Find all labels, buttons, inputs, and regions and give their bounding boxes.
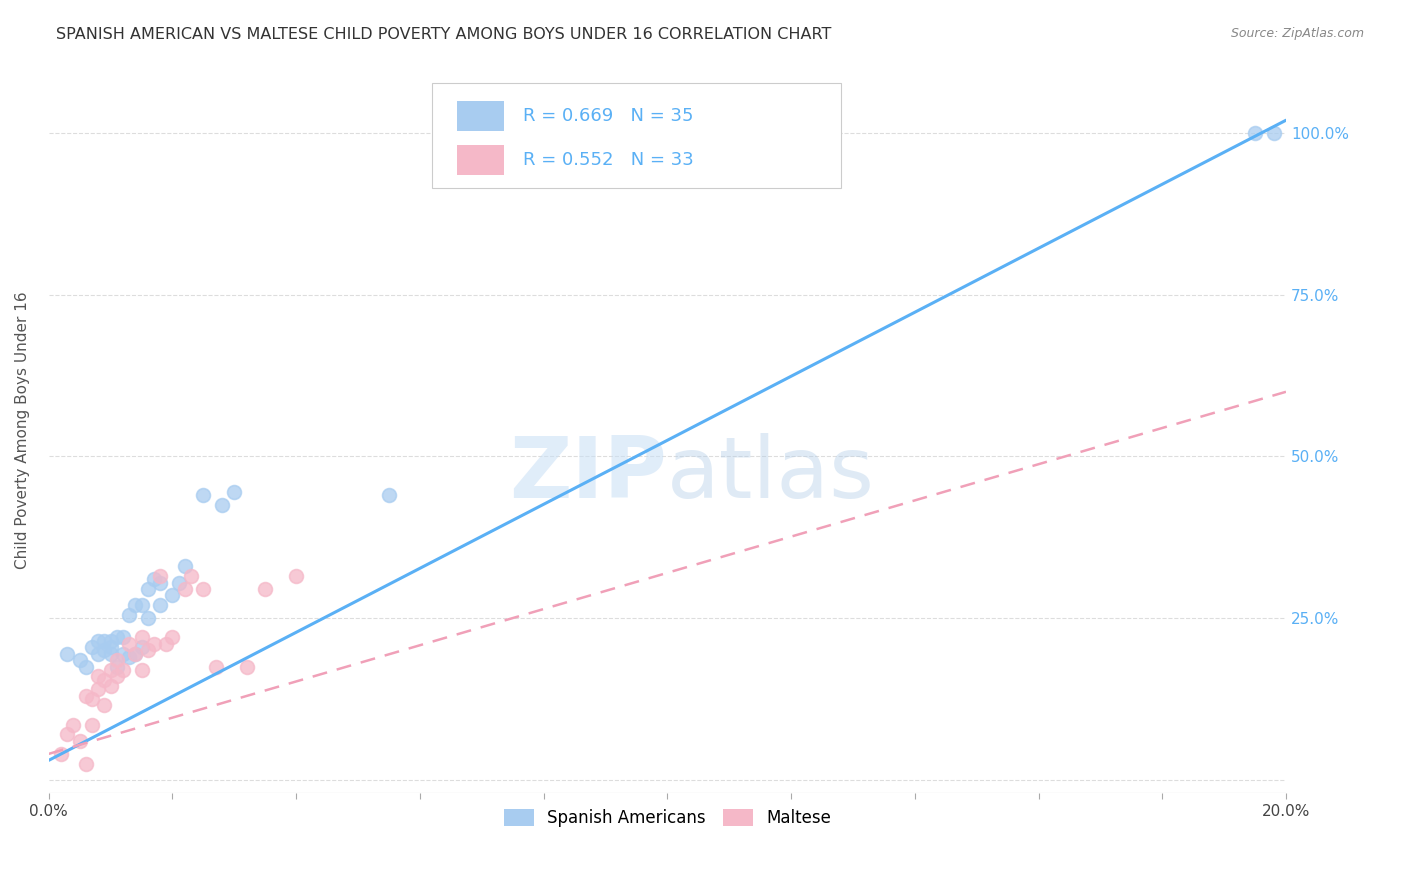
Point	[136, 643, 159, 657]
FancyBboxPatch shape	[457, 101, 503, 131]
Y-axis label: Child Poverty Among Boys Under 16: Child Poverty Among Boys Under 16	[15, 292, 30, 569]
Point	[111, 647, 134, 661]
Point	[69, 734, 91, 748]
Point	[111, 663, 134, 677]
Point	[80, 640, 103, 655]
Point	[105, 659, 128, 673]
Point	[162, 631, 184, 645]
Point	[124, 647, 146, 661]
Point	[131, 598, 153, 612]
Point	[80, 692, 103, 706]
Text: SPANISH AMERICAN VS MALTESE CHILD POVERTY AMONG BOYS UNDER 16 CORRELATION CHART: SPANISH AMERICAN VS MALTESE CHILD POVERT…	[56, 27, 831, 42]
Point	[149, 569, 172, 583]
Point	[142, 572, 165, 586]
Point	[285, 569, 308, 583]
Point	[211, 498, 233, 512]
Point	[56, 727, 79, 741]
Point	[136, 611, 159, 625]
Point	[136, 582, 159, 596]
Point	[75, 756, 97, 771]
Point	[75, 659, 97, 673]
FancyBboxPatch shape	[457, 145, 503, 175]
Text: R = 0.552   N = 33: R = 0.552 N = 33	[523, 151, 693, 169]
Point	[173, 582, 195, 596]
Point	[100, 633, 122, 648]
Point	[118, 649, 141, 664]
Point	[131, 631, 153, 645]
Point	[142, 637, 165, 651]
Point	[204, 659, 226, 673]
Point	[62, 718, 84, 732]
Point	[100, 679, 122, 693]
Point	[124, 598, 146, 612]
Point	[93, 643, 115, 657]
Point	[124, 647, 146, 661]
Text: Source: ZipAtlas.com: Source: ZipAtlas.com	[1230, 27, 1364, 40]
Point	[111, 631, 134, 645]
Point	[49, 747, 72, 761]
Point	[224, 485, 246, 500]
Point	[100, 647, 122, 661]
Point	[87, 633, 110, 648]
Text: R = 0.669   N = 35: R = 0.669 N = 35	[523, 107, 693, 125]
Point	[118, 607, 141, 622]
Point	[162, 589, 184, 603]
Point	[75, 689, 97, 703]
Point	[193, 582, 215, 596]
Point	[100, 640, 122, 655]
Point	[155, 637, 177, 651]
Point	[93, 698, 115, 713]
Point	[173, 559, 195, 574]
Point	[1263, 126, 1285, 140]
Legend: Spanish Americans, Maltese: Spanish Americans, Maltese	[495, 800, 839, 835]
Point	[167, 575, 190, 590]
Point	[180, 569, 202, 583]
FancyBboxPatch shape	[432, 83, 841, 188]
Point	[118, 637, 141, 651]
Point	[105, 653, 128, 667]
Point	[69, 653, 91, 667]
Point	[80, 718, 103, 732]
Point	[131, 663, 153, 677]
Point	[93, 673, 115, 687]
Point	[378, 488, 401, 502]
Point	[235, 659, 257, 673]
Point	[149, 598, 172, 612]
Point	[193, 488, 215, 502]
Point	[93, 633, 115, 648]
Point	[56, 647, 79, 661]
Point	[87, 647, 110, 661]
Point	[87, 682, 110, 697]
Point	[105, 631, 128, 645]
Point	[1244, 126, 1267, 140]
Point	[254, 582, 277, 596]
Point	[149, 575, 172, 590]
Point	[105, 669, 128, 683]
Point	[87, 669, 110, 683]
Point	[131, 640, 153, 655]
Point	[100, 663, 122, 677]
Text: atlas: atlas	[668, 433, 876, 516]
Text: ZIP: ZIP	[509, 433, 668, 516]
